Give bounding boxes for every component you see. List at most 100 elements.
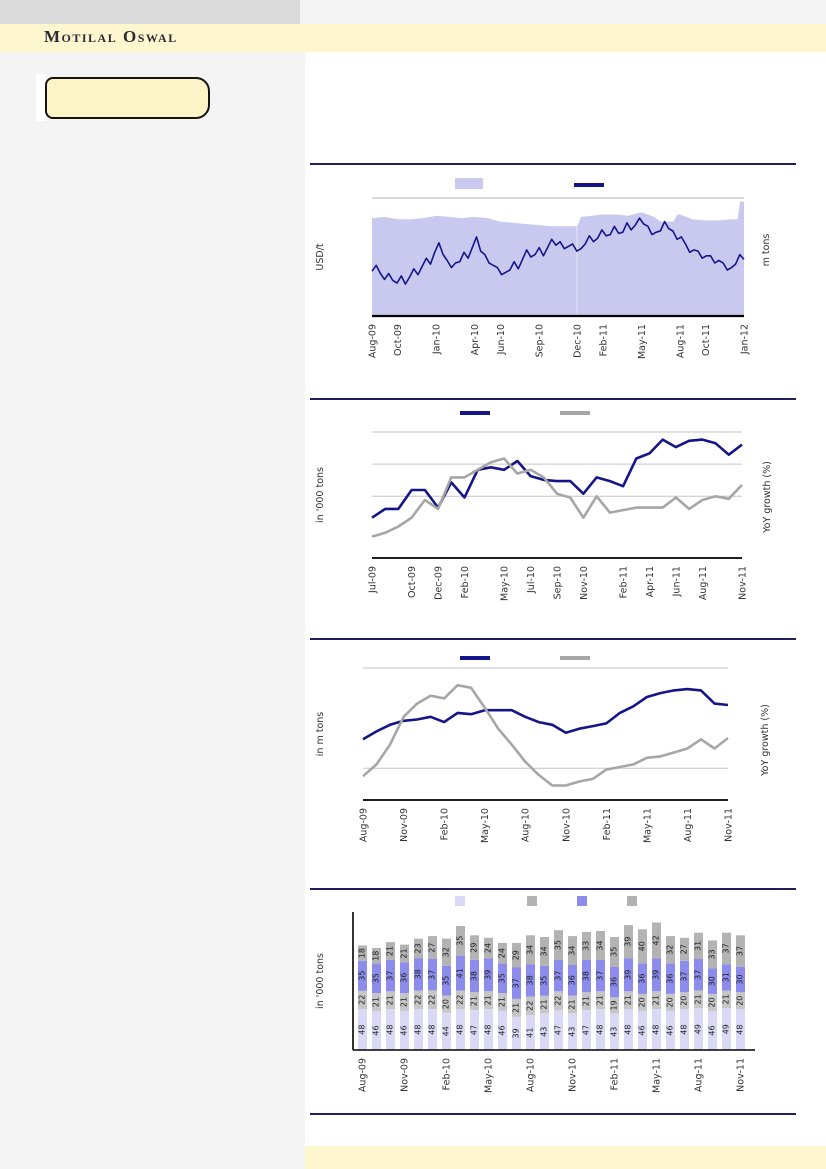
bar-segment [470, 935, 479, 960]
x-tick-label: Dec-09 [434, 566, 445, 600]
x-tick-label: Aug-11 [675, 324, 686, 358]
bar-segment [540, 995, 549, 1014]
y-axis-label-left: in m tons [315, 712, 326, 757]
bar-segment [414, 990, 423, 1010]
x-tick-label: May-10 [484, 1058, 495, 1093]
x-tick-label: May-11 [652, 1058, 663, 1093]
bar-segment [512, 999, 521, 1017]
bar-value-label: 27 [428, 943, 437, 953]
bar-segment [694, 959, 703, 991]
x-tick-label: Jan-10 [432, 324, 443, 355]
bar-value-label: 43 [568, 1027, 577, 1037]
bar-segment [358, 1009, 367, 1050]
bar-segment [736, 966, 745, 993]
bar-segment [456, 955, 465, 991]
bar-segment [568, 1013, 577, 1050]
x-tick-label: Nov-11 [738, 566, 749, 600]
bar-segment [638, 993, 647, 1011]
bar-segment [400, 944, 409, 963]
bar-segment [442, 1012, 451, 1050]
bar-value-label: 22 [428, 995, 437, 1005]
area-series [372, 201, 744, 316]
bar-value-label: 35 [498, 973, 507, 983]
bar-value-label: 48 [414, 1025, 423, 1035]
bar-segment [554, 930, 563, 960]
x-tick-label: Aug-09 [359, 808, 370, 842]
bar-value-label: 36 [400, 973, 409, 983]
bar-segment [666, 1010, 675, 1050]
x-tick-label: Aug-11 [683, 808, 694, 842]
legend-swatch-gray [560, 656, 590, 660]
bar-value-label: 32 [442, 947, 451, 957]
bar-value-label: 21 [568, 999, 577, 1009]
x-tick-label: Feb-11 [602, 808, 613, 840]
bar-segment [582, 992, 591, 1010]
bar-value-label: 38 [414, 969, 423, 979]
x-tick-label: Feb-10 [460, 566, 471, 598]
bar-value-label: 21 [372, 997, 381, 1007]
bar-value-label: 47 [582, 1025, 591, 1035]
top-bar-light [300, 0, 826, 24]
x-tick-label: Aug-10 [526, 1058, 537, 1092]
bar-value-label: 48 [386, 1025, 395, 1035]
bar-value-label: 48 [596, 1025, 605, 1035]
bar-segment [652, 991, 661, 1010]
bar-segment [498, 993, 507, 1011]
y-axis-label-right: YoY growth (%) [762, 461, 773, 534]
bar-value-label: 21 [540, 999, 549, 1009]
sidebar [0, 52, 305, 1169]
dual-line-chart-000tons: Jul-09 Oct-09 Dec-09 Feb-10 May-10 Jul-10 Sep-… [315, 431, 773, 601]
bar-segment [708, 1010, 717, 1050]
x-tick-label: May-11 [637, 324, 648, 359]
bar-value-label: 21 [386, 946, 395, 956]
bar-segment [526, 996, 535, 1016]
bar-value-label: 21 [484, 995, 493, 1005]
bar-segment [610, 997, 619, 1014]
bar-segment [372, 948, 381, 964]
bar-segment [722, 1008, 731, 1050]
bar-value-label: 39 [512, 1028, 521, 1038]
x-tick-label: May-11 [642, 808, 653, 843]
bar-segment [554, 1010, 563, 1050]
x-tick-label: Apr-11 [645, 566, 656, 597]
bar-value-label: 24 [498, 948, 507, 958]
bar-value-label: 18 [358, 948, 367, 958]
bar-value-label: 46 [498, 1025, 507, 1035]
bar-segment [568, 995, 577, 1014]
navy-line-series [362, 687, 729, 741]
bar-value-label: 20 [708, 997, 717, 1007]
x-tick-label: Sep-10 [534, 324, 545, 357]
bar-value-label: 20 [638, 997, 647, 1007]
x-tick-label: Nov-11 [724, 808, 735, 842]
bar-segment [666, 993, 675, 1011]
bar-segment [540, 937, 549, 966]
legend-swatch-line-navy [574, 183, 604, 187]
bar-value-label: 35 [456, 936, 465, 946]
sidebar-box-notch [36, 74, 46, 121]
bar-value-label: 21 [498, 997, 507, 1007]
bar-value-label: 48 [624, 1025, 633, 1035]
bar-segment [484, 991, 493, 1010]
bar-segment [722, 990, 731, 1009]
legend-swatch-seg2 [527, 896, 537, 906]
bar-segment [428, 990, 437, 1010]
bar-segment [596, 1009, 605, 1050]
bar-segment [470, 992, 479, 1010]
x-tick-label: Oct-09 [393, 324, 404, 356]
sidebar-title-box [45, 77, 210, 119]
brand-band: Motilal Oswal [0, 24, 826, 52]
bar-value-label: 43 [610, 1027, 619, 1037]
bar-value-label: 27 [680, 944, 689, 954]
bar-segment [582, 959, 591, 993]
bar-segment [596, 959, 605, 992]
bar-value-label: 36 [638, 974, 647, 984]
dual-line-chart-mtons: Aug-09 Nov-09 Feb-10 May-10 Aug-10 Nov-10 Feb-… [315, 667, 771, 843]
top-bar-gray [0, 0, 300, 24]
bar-segment [386, 942, 395, 960]
bar-value-label: 33 [582, 941, 591, 951]
bar-value-label: 40 [638, 941, 647, 951]
x-tick-label: Nov-11 [736, 1058, 747, 1092]
bar-value-label: 39 [484, 970, 493, 980]
legend-swatch-gray [560, 411, 590, 415]
